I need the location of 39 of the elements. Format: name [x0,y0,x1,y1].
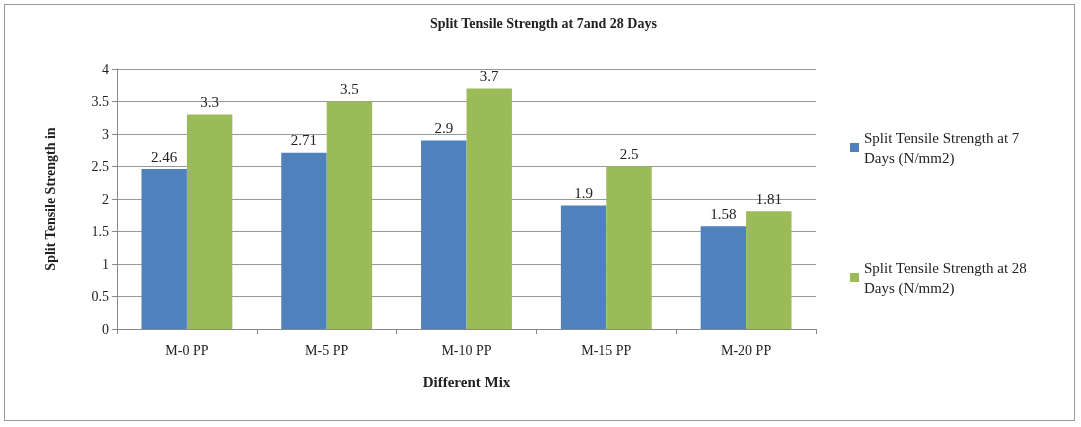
bar [141,169,187,329]
data-label: 1.9 [574,185,593,201]
x-tick-label: M-10 PP [441,342,492,358]
data-label: 2.46 [151,148,178,165]
bar [746,211,792,329]
y-tick-label: 4 [102,61,109,77]
data-label: 1.58 [710,205,737,222]
data-label: 3.3 [200,94,219,110]
data-label: 1.81 [755,190,782,207]
bar [560,205,607,329]
data-label: 3.7 [479,68,500,84]
y-tick-label: 1.5 [91,224,109,239]
y-tick-label: 0.5 [91,289,109,304]
bar [700,226,747,329]
y-tick-label: 3 [102,126,109,142]
x-axis-title: Different Mix [422,373,511,390]
y-tick-label: 0 [102,321,109,337]
bar [186,114,233,329]
y-tick-label: 3.5 [91,94,109,109]
x-tick-label: M-15 PP [581,342,632,358]
legend-label: Split Tensile Strength at 28 Days (N/mm2) [864,259,1035,297]
y-tick-label: 2 [102,191,109,207]
y-axis-title: Split Tensile Strength in [42,127,58,271]
bar [326,101,373,329]
bar [606,166,652,329]
x-tick-label: M-5 PP [305,342,349,358]
bar [421,140,467,329]
data-label: 2.71 [290,132,318,149]
data-label: 2.9 [434,120,454,136]
legend-label: Split Tensile Strength at 7 Days (N/mm2) [864,129,1027,167]
x-tick-label: M-0 PP [165,342,209,358]
bar [466,88,512,329]
chart-title: Split Tensile Strength at 7and 28 Days [430,15,658,31]
data-label: 2.5 [619,146,639,162]
data-label: 3.5 [340,81,359,97]
y-tick-label: 2.5 [91,159,109,174]
x-tick-label: M-20 PP [721,342,772,358]
bar [281,152,327,329]
y-tick-label: 1 [102,256,109,272]
